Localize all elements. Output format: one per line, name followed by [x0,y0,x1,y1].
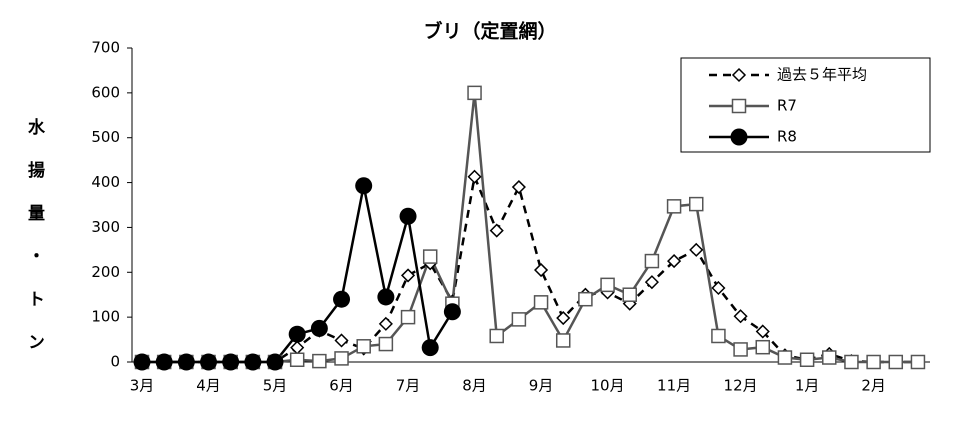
data-point [622,287,637,302]
y-axis-label: 水揚量・トン [24,117,45,376]
legend-label: R7 [777,97,797,115]
data-point [755,324,770,339]
data-point [689,196,704,212]
data-point [399,207,417,225]
data-point [244,353,262,371]
data-point [910,354,926,370]
x-tick-label: 10月 [591,377,625,395]
data-point [533,262,549,278]
legend-label: R8 [777,128,797,146]
chart-title: ブリ（定置網） [423,20,556,43]
x-tick-label: 6月 [329,377,354,395]
data-point [467,169,482,184]
legend-marker [731,67,747,83]
data-point [755,339,771,355]
data-point [355,177,373,195]
y-tick-label: 400 [91,173,120,191]
data-point [578,291,593,307]
data-point [334,333,349,348]
data-point [489,223,504,238]
data-point [844,354,859,370]
data-point [467,85,482,101]
y-tick-label: 100 [91,308,120,326]
x-tick-label: 2月 [861,377,886,395]
y-tick-label: 700 [91,39,120,57]
data-point [333,290,351,308]
data-point [733,309,748,324]
x-tick-label: 4月 [196,377,221,395]
data-point [133,353,151,371]
data-point [312,353,327,369]
data-point [888,354,904,370]
data-point [711,328,726,344]
data-point [400,309,416,325]
y-tick-label: 200 [91,263,120,281]
legend-marker [730,128,748,146]
y-tick-label: 500 [91,128,120,146]
data-point [689,242,704,257]
data-point [533,295,549,310]
data-point [356,339,371,354]
data-point [422,249,438,264]
data-point [600,277,615,293]
data-point [644,253,660,269]
y-tick-label: 600 [91,83,120,101]
data-point [667,254,682,269]
data-point [421,339,439,357]
x-tick-label: 9月 [529,377,554,395]
series-line [142,172,918,364]
data-point [177,353,195,371]
data-point [310,319,328,337]
x-tick-label: 11月 [657,377,691,395]
x-tick-label: 12月 [724,377,758,395]
data-point [555,333,571,348]
data-point [644,275,659,290]
data-point [378,336,394,352]
data-point [511,312,527,327]
data-point [733,342,748,357]
x-tick-label: 8月 [462,377,487,395]
data-point [777,350,793,365]
data-point [266,353,284,371]
data-point [866,354,881,370]
y-tick-label: 0 [110,353,120,371]
data-point [400,268,416,283]
data-point [822,350,837,365]
data-point [200,353,218,371]
data-point [799,352,815,368]
data-point [155,353,173,371]
x-tick-label: 3月 [130,377,155,395]
data-point [711,280,726,296]
data-point [334,351,349,366]
data-point [288,325,306,343]
data-point [489,328,504,344]
x-tick-label: 1月 [795,377,820,395]
data-point [377,288,395,306]
data-point [511,179,526,195]
data-point [378,316,393,331]
legend-label: 過去５年平均 [777,66,867,84]
data-point [556,310,571,326]
y-tick-label: 300 [91,218,120,236]
x-tick-label: 5月 [263,377,288,395]
x-tick-label: 7月 [396,377,421,395]
data-point [289,352,305,368]
data-point [222,353,240,371]
data-point [443,303,461,321]
data-point [290,340,305,355]
data-point [666,199,682,214]
legend-marker [731,98,747,114]
